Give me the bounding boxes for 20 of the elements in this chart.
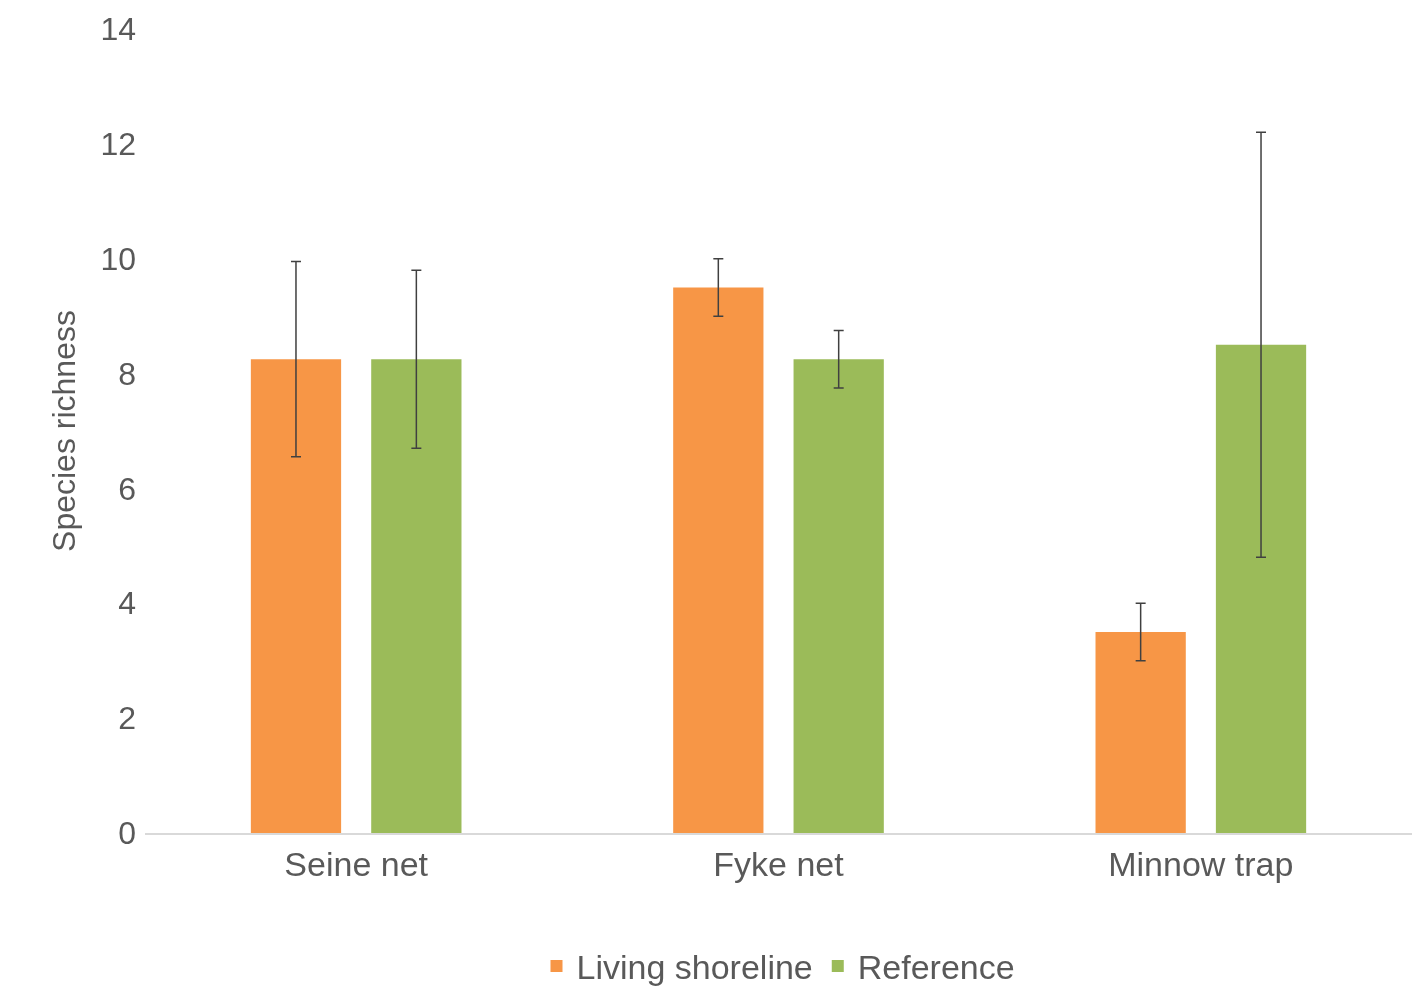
bar: [371, 359, 462, 833]
legend-label: Living shoreline: [576, 948, 813, 987]
y-tick-label: 2: [118, 700, 136, 737]
y-axis-title: Species richness: [45, 310, 82, 552]
legend-label: Reference: [857, 948, 1015, 987]
bar: [1095, 632, 1186, 833]
bar: [250, 359, 342, 833]
y-tick-label: 4: [118, 585, 136, 622]
x-tick-label: Fyke net: [713, 844, 845, 883]
bar: [1215, 344, 1307, 833]
y-tick-label: 14: [100, 11, 136, 48]
bar: [793, 359, 884, 833]
bar: [673, 287, 764, 833]
y-tick-label: 10: [100, 240, 136, 277]
y-tick-label: 0: [118, 815, 136, 852]
y-tick-label: 6: [118, 470, 136, 507]
x-tick-label: Minnow trap: [1108, 844, 1294, 883]
y-tick-label: 12: [100, 126, 136, 163]
x-tick-label: Seine net: [284, 844, 429, 883]
y-tick-label: 8: [118, 355, 136, 392]
